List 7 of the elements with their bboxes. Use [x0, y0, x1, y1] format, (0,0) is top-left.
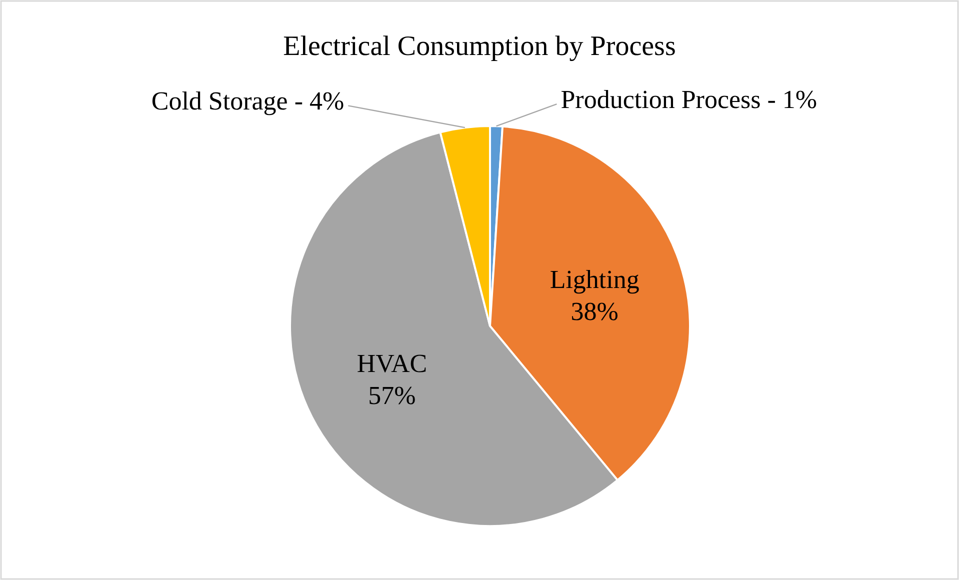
slice-label: Lighting	[550, 265, 640, 294]
slice-label: Cold Storage - 4%	[151, 86, 344, 116]
data-label: 57%	[368, 380, 416, 410]
chart-title: Electrical Consumption by Process	[283, 31, 676, 62]
data-label: 38%	[570, 297, 618, 326]
slice-label: HVAC	[356, 348, 428, 378]
slice-label: Production Process - 1%	[560, 85, 818, 114]
